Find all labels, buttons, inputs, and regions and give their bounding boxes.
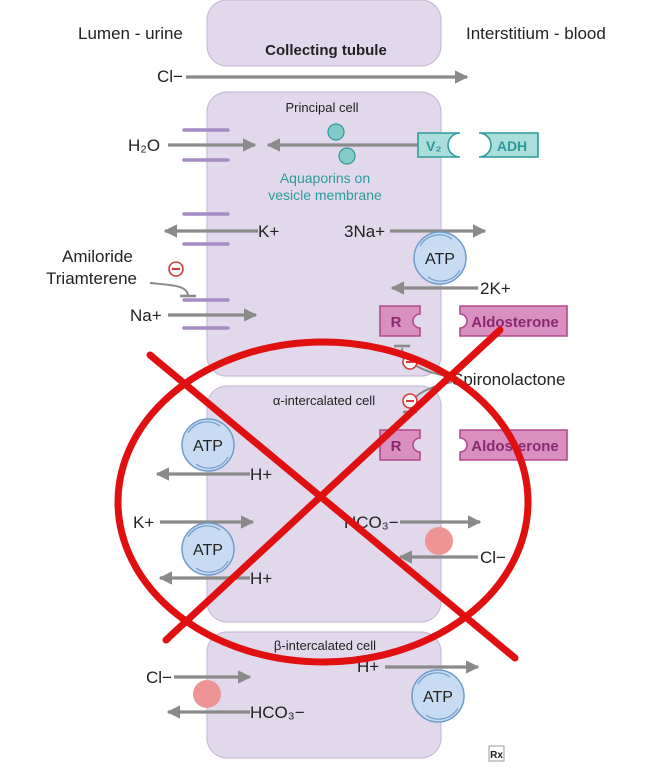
principal-r-label: R <box>391 314 402 331</box>
amiloride-label: Amiloride <box>62 247 133 266</box>
principal-atp-label: ATP <box>425 251 455 268</box>
aquaporin-vesicle-1 <box>328 124 344 140</box>
principal-k-label: K+ <box>258 222 279 241</box>
alpha-atp-label-2: ATP <box>193 542 223 559</box>
v2-label: V₂ <box>426 138 442 154</box>
aquaporins-label-1: Aquaporins on <box>280 170 370 186</box>
beta-atp-label: ATP <box>423 689 453 706</box>
na3-label: 3Na+ <box>344 222 385 241</box>
alpha-cell-title: α-intercalated cell <box>273 393 375 408</box>
amiloride-inhibition <box>150 262 196 296</box>
h2o-label: H₂O <box>128 136 160 155</box>
interstitium-label: Interstitium - blood <box>466 24 606 43</box>
beta-hco3-label: HCO₃− <box>250 703 305 722</box>
alpha-h-label-2: H+ <box>250 569 272 588</box>
principal-aldosterone-label: Aldosterone <box>471 314 559 331</box>
principal-na-label: Na+ <box>130 306 162 325</box>
adh-label: ADH <box>497 138 527 154</box>
aquaporins-label-2: vesicle membrane <box>268 187 382 203</box>
alpha-r-label: R <box>391 438 402 455</box>
beta-anion-exchanger <box>193 680 221 708</box>
beta-cell-title: β-intercalated cell <box>274 638 376 653</box>
principal-cell-title: Principal cell <box>286 100 359 115</box>
alpha-cl-label: Cl− <box>480 548 506 567</box>
alpha-anion-exchanger <box>425 527 453 555</box>
k2-label: 2K+ <box>480 279 511 298</box>
alpha-k-label: K+ <box>133 513 154 532</box>
aquaporin-vesicle-2 <box>339 148 355 164</box>
alpha-h-label-1: H+ <box>250 465 272 484</box>
alpha-atp-label-1: ATP <box>193 438 223 455</box>
triamterene-label: Triamterene <box>46 269 137 288</box>
beta-cl-label: Cl− <box>146 668 172 687</box>
rx-logo-text: Rx <box>490 750 503 761</box>
top-cl-label: Cl− <box>157 67 183 86</box>
collecting-tubule-title: Collecting tubule <box>265 42 387 59</box>
lumen-label: Lumen - urine <box>78 24 183 43</box>
